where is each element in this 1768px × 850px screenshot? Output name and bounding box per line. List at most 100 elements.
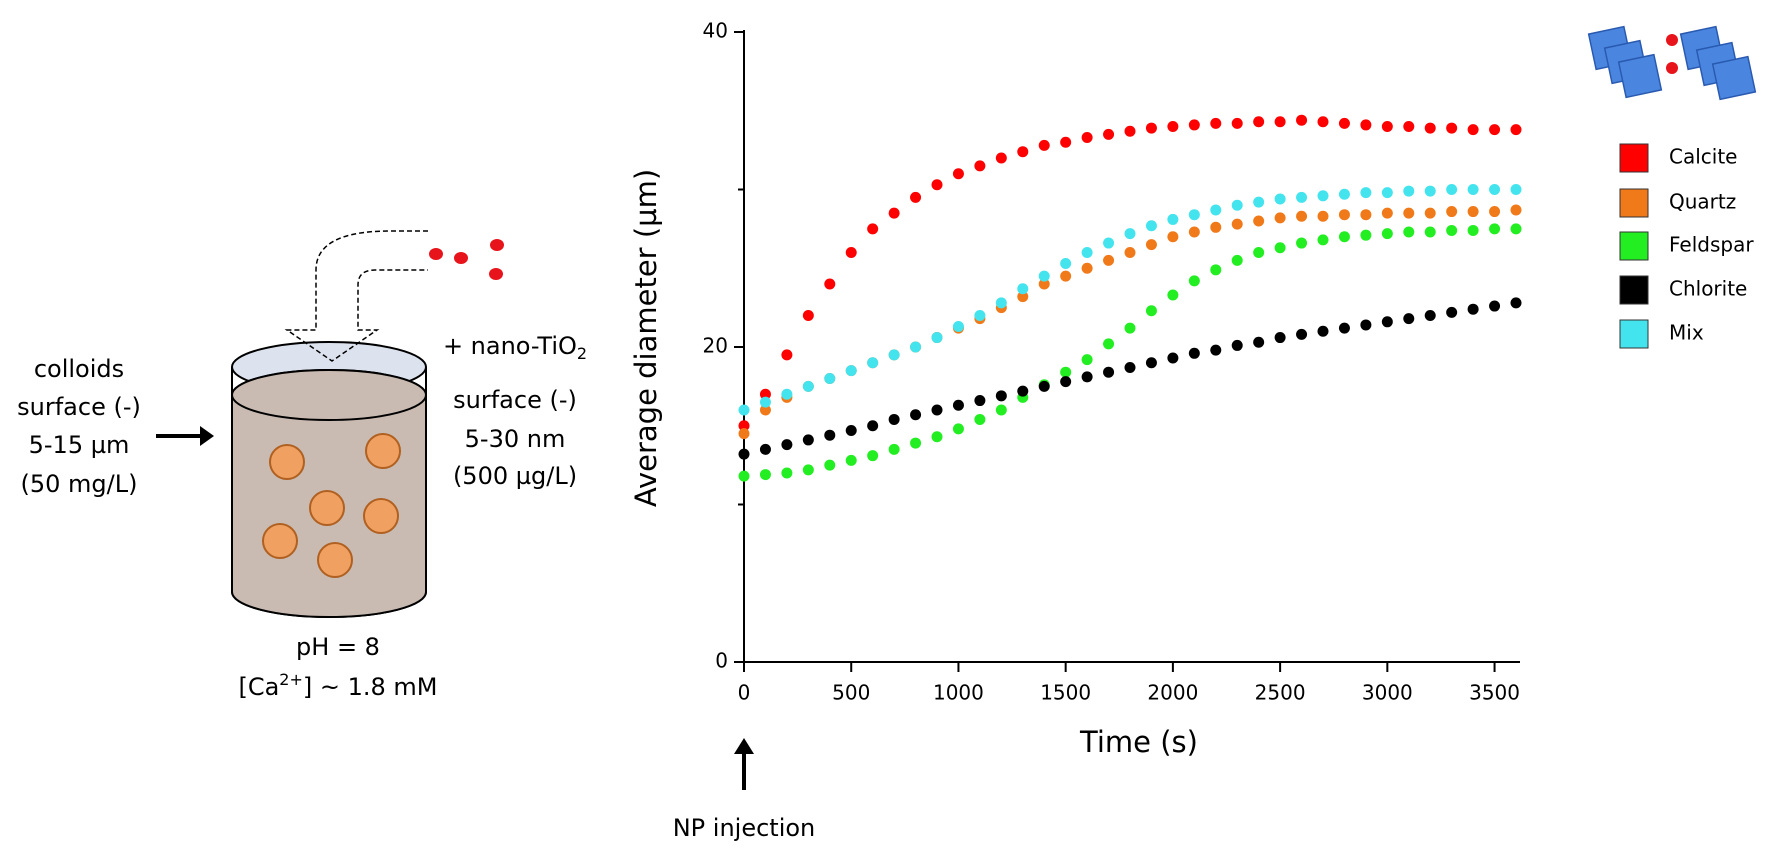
- legend-swatch: [1619, 319, 1649, 349]
- data-point: [1381, 207, 1393, 219]
- data-point: [781, 467, 793, 479]
- data-point: [845, 247, 857, 258]
- data-point: [1510, 297, 1522, 309]
- data-point: [759, 396, 771, 408]
- data-point: [845, 365, 857, 377]
- data-point: [995, 297, 1007, 309]
- data-point: [1338, 117, 1350, 129]
- data-point: [759, 388, 771, 400]
- data-point: [1360, 187, 1372, 199]
- x-tick-label: 500: [832, 681, 870, 705]
- data-point: [1424, 185, 1436, 197]
- nano-label: + nano-TiO2: [443, 332, 587, 363]
- np-arrow: [734, 738, 754, 790]
- data-point: [1081, 354, 1093, 366]
- data-point: [952, 423, 964, 435]
- data-point: [1081, 371, 1093, 383]
- data-point: [1060, 270, 1072, 282]
- data-point: [1489, 300, 1501, 312]
- data-point: [1210, 117, 1222, 129]
- data-point: [1381, 228, 1393, 240]
- data-point: [1253, 116, 1265, 128]
- data-point: [995, 152, 1007, 164]
- x-axis-title: Time (s): [1079, 725, 1198, 759]
- data-point: [1338, 188, 1350, 200]
- x-tick-label: 1000: [933, 681, 984, 705]
- data-point: [867, 420, 879, 432]
- data-point: [1060, 366, 1072, 378]
- data-point: [910, 191, 922, 203]
- colloid-label: colloids: [34, 355, 124, 383]
- injection-arrow: [284, 230, 428, 362]
- data-point: [1403, 226, 1415, 238]
- data-point: [738, 428, 750, 440]
- data-point: [738, 448, 750, 460]
- data-point: [1446, 206, 1458, 218]
- data-point: [1167, 289, 1179, 301]
- data-point: [1338, 322, 1350, 334]
- data-point: [1403, 185, 1415, 197]
- data-point: [867, 223, 879, 235]
- legend-label: Mix: [1669, 321, 1704, 345]
- data-point: [1381, 187, 1393, 199]
- data-point: [1060, 258, 1072, 270]
- data-point: [1296, 114, 1308, 126]
- data-point: [1403, 313, 1415, 325]
- data-point: [1317, 234, 1329, 246]
- data-point: [1253, 336, 1265, 348]
- data-point: [1360, 319, 1372, 331]
- data-point: [974, 160, 986, 172]
- data-point: [1081, 247, 1093, 258]
- data-point: [1188, 275, 1200, 287]
- data-point: [1446, 184, 1458, 195]
- nano-label: 5-30 nm: [465, 425, 566, 453]
- data-point: [995, 390, 1007, 402]
- data-point: [1038, 139, 1050, 151]
- data-point: [910, 409, 922, 421]
- data-point: [738, 404, 750, 416]
- annotation: NP injection: [673, 814, 816, 842]
- data-point: [1317, 190, 1329, 202]
- colloid-label: (50 mg/L): [21, 470, 138, 498]
- data-point: [1253, 247, 1265, 258]
- data-point: [1381, 121, 1393, 132]
- data-point: [1317, 325, 1329, 337]
- data-point: [802, 380, 814, 392]
- data-point: [781, 439, 793, 451]
- nano-label: (500 µg/L): [453, 462, 577, 490]
- data-point: [1296, 191, 1308, 203]
- x-tick-label: 2500: [1255, 681, 1306, 705]
- data-point: [952, 321, 964, 333]
- nano-label: surface (-): [453, 386, 577, 414]
- particles: [262, 433, 401, 578]
- data-point: [1210, 221, 1222, 233]
- data-point: [1274, 212, 1286, 224]
- data-point: [1124, 247, 1136, 258]
- data-point: [888, 443, 900, 455]
- data-point: [1338, 209, 1350, 221]
- data-point: [952, 168, 964, 180]
- data-point: [1145, 239, 1157, 251]
- data-point: [1403, 121, 1415, 132]
- data-point: [759, 404, 771, 416]
- data-point: [1424, 207, 1436, 219]
- data-point: [1103, 366, 1115, 378]
- data-point: [1510, 223, 1522, 235]
- data-point: [1210, 264, 1222, 276]
- legend-label: Chlorite: [1669, 277, 1747, 301]
- data-point: [1145, 122, 1157, 134]
- data-point: [974, 395, 986, 407]
- data-point: [1188, 226, 1200, 238]
- data-point: [931, 332, 943, 344]
- data-point: [952, 399, 964, 411]
- data-point: [1017, 291, 1029, 303]
- data-point: [1489, 184, 1501, 195]
- y-tick-label: 40: [703, 19, 728, 43]
- legend-swatch: [1619, 275, 1649, 305]
- data-point: [1167, 121, 1179, 132]
- data-point: [1038, 270, 1050, 282]
- data-point: [1510, 124, 1522, 136]
- data-point: [1510, 204, 1522, 216]
- data-point: [1360, 209, 1372, 221]
- data-point: [974, 310, 986, 321]
